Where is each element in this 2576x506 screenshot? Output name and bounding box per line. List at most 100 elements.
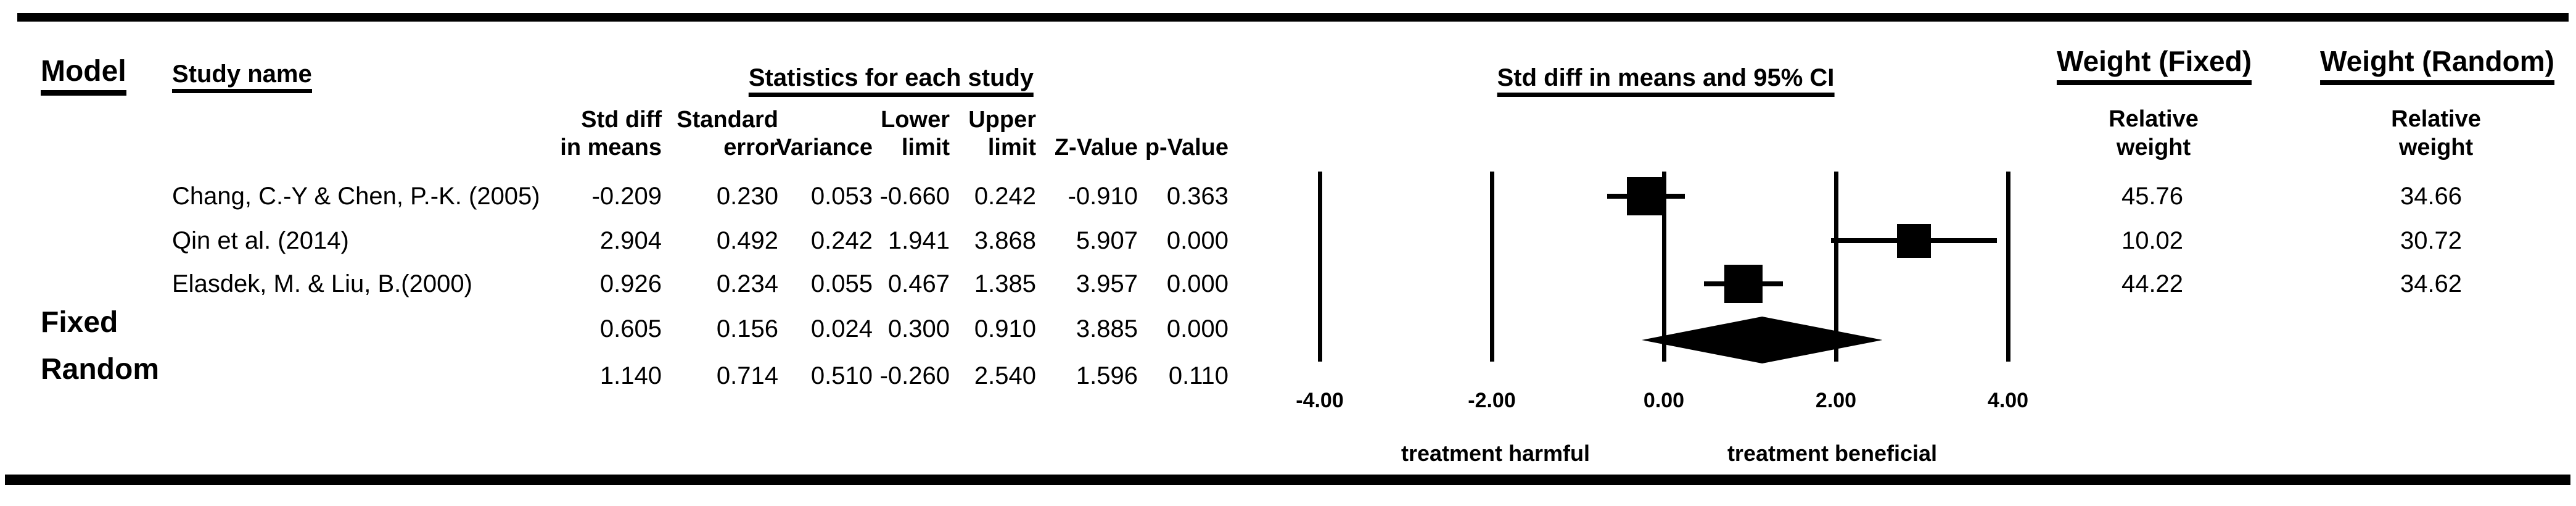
weight-fixed-column-header: Weight (Fixed) [2056, 47, 2252, 85]
stat-column-header: Std diff in means [489, 106, 662, 162]
stat-column-header: Lower limit [777, 106, 950, 162]
weight-random-subheader-line2: weight [2398, 135, 2474, 160]
stat-cell: 0.156 [716, 315, 778, 342]
stat-cell: 0.110 [1168, 362, 1228, 389]
weight-random-subheader: Relative weight [2391, 105, 2481, 162]
stat-cell: -0.910 [1068, 183, 1138, 210]
axis-tick-label: 2.00 [1815, 389, 1857, 412]
stat-cell: 0.024 [810, 315, 873, 342]
stat-cell: 2.540 [974, 362, 1036, 389]
model-label: Random [41, 353, 159, 386]
stat-cell: 0.714 [716, 362, 778, 389]
stat-cell: 0.510 [810, 362, 873, 389]
stat-column-header-line1: Std diff [581, 107, 662, 133]
stat-cell: 3.868 [974, 227, 1036, 254]
stat-cell: 1.140 [599, 362, 662, 389]
stat-cell: 0.055 [810, 270, 873, 297]
weight-random-column-header: Weight (Random) [2320, 47, 2554, 85]
axis-gridline [1661, 172, 1666, 362]
stat-cell: 3.885 [1076, 315, 1138, 342]
axis-gridline [1317, 172, 1322, 362]
stat-cell: 0.363 [1166, 183, 1228, 210]
study-name-column-header: Study name [172, 62, 312, 93]
stat-column-header-line2: Variance [776, 135, 873, 160]
statistics-section-header: Statistics for each study [748, 65, 1034, 97]
stat-cell: 0.467 [887, 270, 950, 297]
axis-gridline [1489, 172, 1494, 362]
axis-tick-label: -4.00 [1296, 389, 1344, 412]
stat-column-header-line2: p-Value [1145, 135, 1228, 160]
model-column-header: Model [41, 57, 126, 96]
study-name: Chang, C.-Y & Chen, P.-K. (2005) [172, 183, 540, 210]
stat-column-header-line2: in means [560, 135, 662, 160]
stat-cell: 0.300 [887, 315, 950, 342]
axis-annotation-left: treatment harmful [1401, 441, 1590, 466]
stat-cell: 0.000 [1166, 270, 1228, 297]
axis-tick-label: 0.00 [1643, 389, 1685, 412]
study-marker-square [1626, 177, 1665, 215]
stat-cell: 0.234 [716, 270, 778, 297]
stat-cell: 1.385 [974, 270, 1036, 297]
study-marker-square [1896, 223, 1931, 258]
study-marker-square [1724, 265, 1763, 303]
stat-cell: -0.660 [879, 183, 950, 210]
stat-cell: 0.000 [1166, 227, 1228, 254]
weight-fixed-subheader: Relative weight [2109, 105, 2199, 162]
weight-fixed-column-header-text: Weight (Fixed) [2056, 47, 2252, 85]
weight-random-subheader-line1: Relative [2391, 106, 2481, 132]
weight-random-value: 30.72 [2400, 227, 2463, 254]
stat-column-header-line2: limit [901, 135, 950, 160]
stat-column-header-line1: Standard [677, 107, 778, 133]
axis-annotation-right: treatment beneficial [1727, 441, 1938, 466]
stat-column-header: Z-Value [965, 106, 1138, 162]
weight-random-value: 34.62 [2400, 270, 2463, 297]
axis-tick-label: -2.00 [1468, 389, 1516, 412]
stat-cell: 5.907 [1076, 227, 1138, 254]
study-name-column-header-text: Study name [172, 62, 312, 93]
statistics-section-header-text: Statistics for each study [748, 65, 1034, 97]
stat-cell: -0.209 [591, 183, 662, 210]
axis-tick-label: 4.00 [1987, 389, 2029, 412]
study-name: Qin et al. (2014) [172, 227, 349, 254]
bottom-border-bar [5, 475, 2570, 485]
plot-section-header: Std diff in means and 95% CI [1497, 65, 1835, 97]
weight-random-value: 34.66 [2400, 183, 2463, 210]
stat-cell: 1.596 [1076, 362, 1138, 389]
stat-cell: 0.605 [599, 315, 662, 342]
stat-cell: 0.053 [810, 183, 873, 210]
axis-gridline [1833, 172, 1838, 362]
weight-fixed-subheader-line1: Relative [2109, 106, 2199, 132]
stat-column-header-line2: Z-Value [1054, 135, 1138, 160]
summary-diamond [1641, 317, 1883, 363]
study-name: Elasdek, M. & Liu, B.(2000) [172, 270, 472, 297]
stat-cell: 1.941 [887, 227, 950, 254]
stat-column-header-line1: Lower [881, 107, 950, 133]
weight-fixed-subheader-line2: weight [2116, 135, 2191, 160]
weight-fixed-value: 44.22 [2121, 270, 2184, 297]
stat-cell: 0.492 [716, 227, 778, 254]
stat-column-header: Variance [700, 106, 873, 162]
stat-column-header: Upper limit [863, 106, 1036, 162]
weight-random-column-header-text: Weight (Random) [2320, 47, 2554, 85]
weight-fixed-value: 10.02 [2121, 227, 2184, 254]
stat-cell: 2.904 [599, 227, 662, 254]
stat-cell: -0.260 [879, 362, 950, 389]
stat-cell: 0.230 [716, 183, 778, 210]
stat-cell: 0.926 [599, 270, 662, 297]
model-column-header-text: Model [41, 57, 126, 96]
stat-column-header: p-Value [1056, 106, 1228, 162]
stat-column-header: Standard error [606, 106, 778, 162]
stat-column-header-line2: error [723, 135, 778, 160]
stat-cell: 0.242 [810, 227, 873, 254]
axis-gridline [2006, 172, 2010, 362]
top-border-bar [17, 13, 2569, 22]
stat-cell: 0.000 [1166, 315, 1228, 342]
plot-section-header-text: Std diff in means and 95% CI [1497, 65, 1835, 97]
stat-column-header-line1: Upper [968, 107, 1036, 133]
weight-fixed-value: 45.76 [2121, 183, 2184, 210]
stat-cell: 3.957 [1076, 270, 1138, 297]
stat-column-header-line2: limit [987, 135, 1036, 160]
stat-cell: 0.242 [974, 183, 1036, 210]
